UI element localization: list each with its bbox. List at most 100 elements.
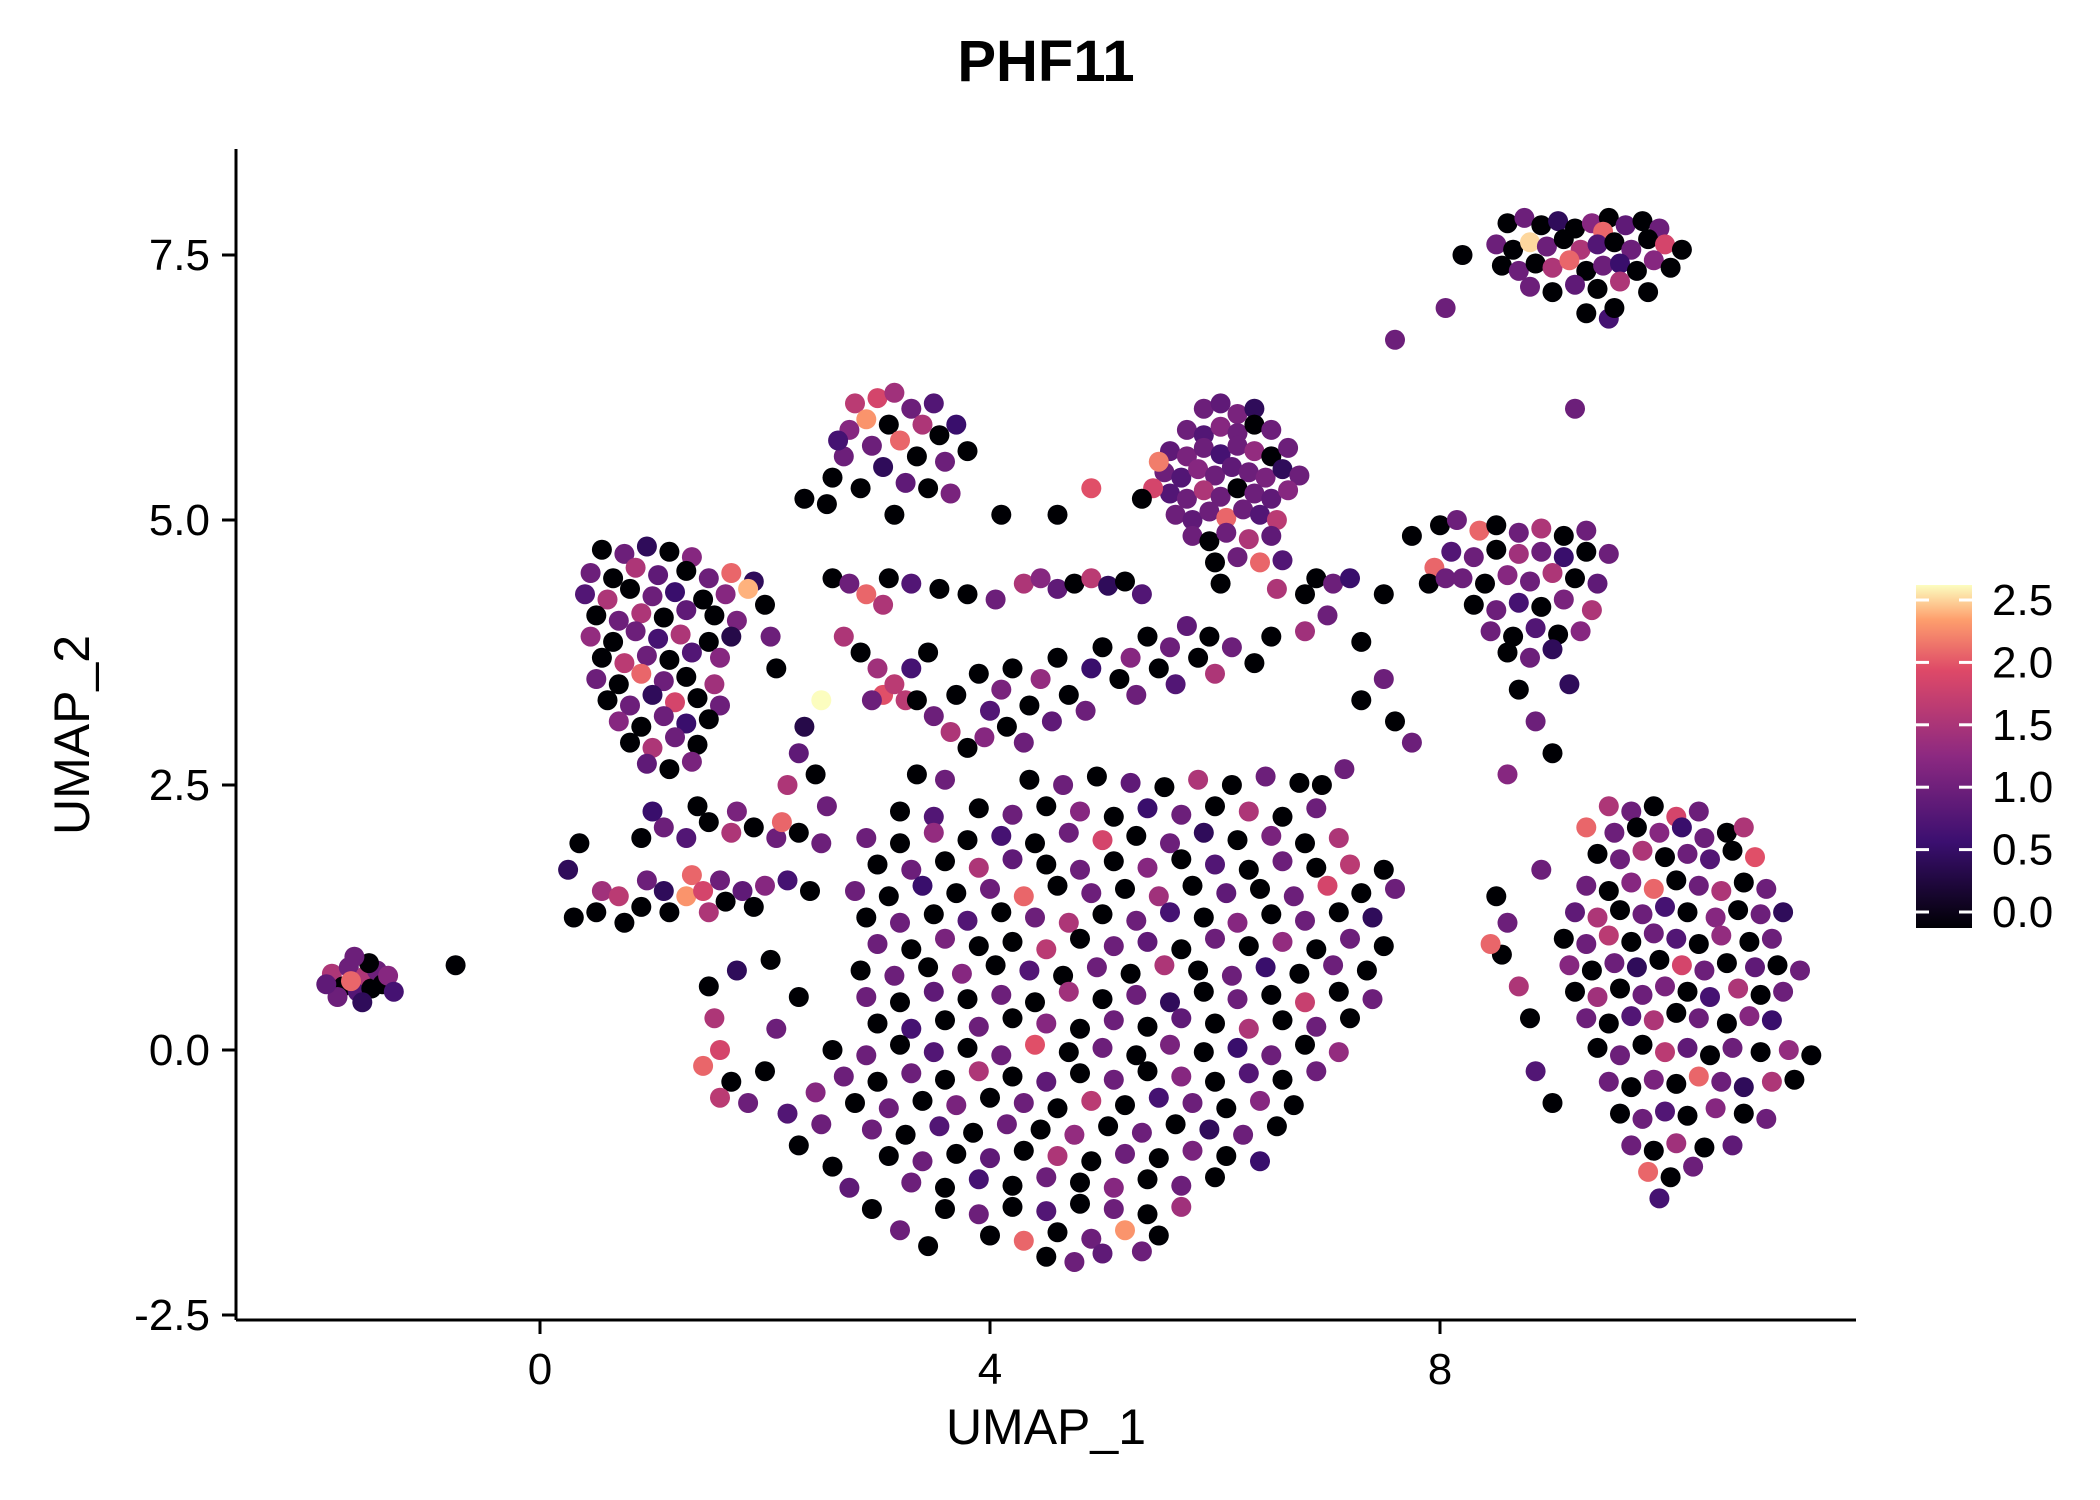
data-point	[1250, 1151, 1270, 1172]
data-point	[935, 851, 955, 872]
data-point	[586, 902, 607, 923]
data-point	[1255, 467, 1276, 488]
data-point	[1160, 483, 1180, 504]
data-point	[1193, 822, 1214, 843]
data-point	[1188, 647, 1209, 668]
data-point	[1176, 616, 1197, 636]
data-point	[1542, 282, 1563, 303]
data-point	[1227, 435, 1248, 456]
data-point	[951, 963, 972, 984]
data-point	[1626, 957, 1647, 978]
data-point	[1610, 900, 1630, 921]
data-point	[1497, 912, 1518, 933]
data-point	[659, 649, 680, 670]
data-point	[957, 441, 978, 462]
data-point	[1503, 626, 1524, 647]
data-point	[1328, 828, 1349, 848]
data-point	[597, 589, 618, 610]
data-point	[957, 910, 978, 931]
y-tick-label: 7.5	[149, 231, 210, 280]
data-point	[1733, 872, 1754, 893]
data-point	[1002, 1196, 1023, 1217]
data-point	[1103, 851, 1124, 872]
data-point	[1733, 817, 1754, 838]
data-point	[1216, 507, 1237, 528]
data-point	[845, 393, 865, 414]
data-point	[1019, 960, 1040, 981]
data-point	[850, 960, 871, 981]
data-point	[1491, 255, 1512, 276]
data-point	[1750, 984, 1771, 1005]
data-point	[1064, 1124, 1085, 1145]
data-point	[1227, 912, 1248, 933]
data-point	[1362, 989, 1383, 1010]
data-point	[704, 605, 725, 626]
data-point	[1649, 949, 1670, 970]
data-point	[1092, 989, 1113, 1010]
data-point	[1677, 981, 1698, 1002]
y-tick-label: 0.0	[149, 1026, 210, 1075]
data-point	[1154, 777, 1175, 798]
data-point	[1576, 541, 1597, 562]
data-point	[1486, 515, 1507, 536]
data-point	[1137, 1016, 1158, 1037]
data-point	[1598, 796, 1619, 817]
data-point	[968, 1169, 989, 1190]
data-point	[1205, 928, 1225, 949]
data-point	[1193, 1042, 1214, 1063]
data-point	[636, 536, 657, 557]
data-point	[1115, 878, 1135, 899]
data-point	[929, 425, 950, 446]
data-point	[1295, 1034, 1315, 1055]
data-point	[867, 934, 888, 954]
data-point	[1328, 1042, 1349, 1063]
data-point	[1638, 1161, 1659, 1182]
data-point	[603, 631, 624, 652]
data-point	[1306, 857, 1327, 878]
data-point	[1160, 637, 1180, 658]
data-point	[1160, 902, 1180, 923]
data-point	[698, 709, 719, 730]
data-point	[968, 1204, 989, 1225]
data-point	[1508, 522, 1529, 543]
data-point	[856, 1045, 877, 1066]
data-point	[710, 695, 730, 716]
data-point	[957, 584, 978, 605]
data-point	[935, 1199, 955, 1219]
data-point	[693, 881, 714, 901]
data-point	[1430, 515, 1450, 536]
data-point	[631, 828, 652, 848]
data-point	[1216, 883, 1237, 904]
data-point	[1649, 822, 1670, 843]
data-point	[1739, 931, 1760, 952]
data-point	[1081, 1228, 1102, 1249]
data-point	[586, 669, 607, 689]
data-point	[1553, 229, 1574, 250]
data-point	[991, 902, 1012, 923]
data-point	[1694, 1137, 1715, 1158]
data-point	[867, 1013, 888, 1034]
data-point	[1604, 953, 1625, 974]
data-point	[985, 589, 1006, 610]
data-point	[1160, 833, 1180, 854]
data-point	[1199, 626, 1220, 647]
data-point	[1480, 934, 1501, 954]
legend-tick-label: 2.0	[1992, 638, 2053, 687]
data-point	[1244, 653, 1265, 674]
data-point	[1193, 398, 1214, 419]
data-point	[1694, 828, 1715, 848]
data-point	[1227, 1037, 1248, 1058]
data-point	[1784, 1069, 1805, 1090]
data-point	[1126, 684, 1147, 705]
data-point	[620, 695, 640, 716]
data-point	[1098, 575, 1119, 596]
data-point	[878, 414, 899, 435]
data-point	[1210, 486, 1231, 507]
data-point	[586, 605, 607, 626]
data-point	[968, 1061, 989, 1082]
data-point	[1272, 931, 1293, 952]
data-point	[1244, 441, 1265, 462]
data-point	[1604, 822, 1625, 843]
data-point	[1435, 568, 1456, 589]
data-point	[1559, 955, 1580, 976]
